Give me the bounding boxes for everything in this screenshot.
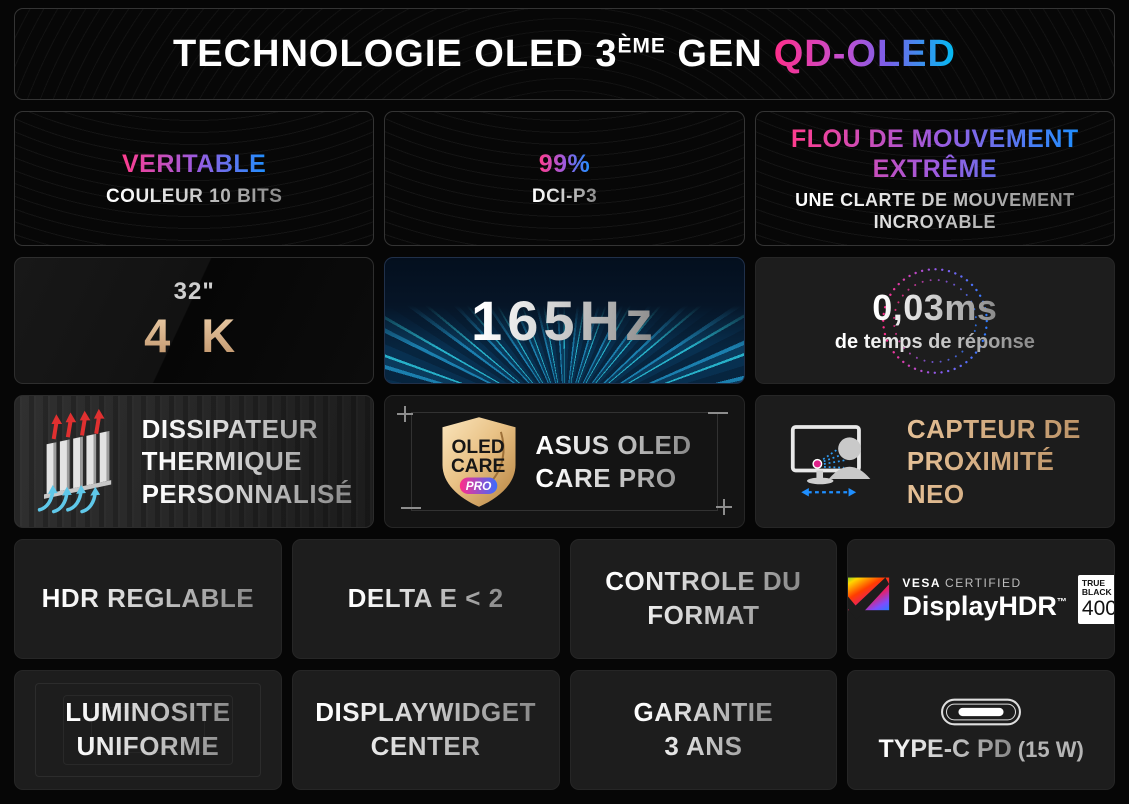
title-superscript: ÈME bbox=[617, 33, 666, 57]
tile-10bit-title: VERITABLE bbox=[122, 149, 267, 178]
viewfinder-frame bbox=[411, 412, 718, 511]
label-line: CARE PRO bbox=[535, 462, 691, 495]
label-line: CAPTEUR DE bbox=[906, 413, 1081, 444]
oled-care-label: ASUS OLED CARE PRO bbox=[535, 429, 691, 494]
trademark-symbol: ™ bbox=[1056, 597, 1067, 608]
label-line: ASUS OLED bbox=[535, 430, 692, 460]
plus-mark-icon bbox=[397, 406, 414, 422]
vesa-word: VESA bbox=[902, 576, 942, 590]
plus-mark-icon bbox=[715, 499, 732, 515]
true-black-400-badge: TRUE BLACK 400 bbox=[1077, 574, 1115, 624]
response-time-label: de temps de réponse bbox=[834, 331, 1035, 353]
type-c-text: TYPE-C PD bbox=[878, 734, 1012, 763]
tile-dci-p3-label: DCI-P3 bbox=[531, 186, 598, 208]
displayhdr-text: VESA CERTIFIED DisplayHDR™ bbox=[902, 576, 1067, 622]
title-prefix: TECHNOLOGIE OLED 3 bbox=[173, 32, 618, 75]
label-line: FLOU DE MOUVEMENT bbox=[790, 124, 1079, 153]
tile-displaywidget-center: DISPLAYWIDGET CENTER bbox=[291, 670, 560, 790]
true-black-label: TRUE BLACK bbox=[1081, 577, 1112, 597]
label-line: PROXIMITÉ bbox=[907, 445, 1081, 478]
label-line: CENTER bbox=[315, 730, 536, 764]
nested-rect-decoration bbox=[63, 695, 233, 765]
displayhdr-logo: VESA CERTIFIED DisplayHDR™ TRUE BLACK 400 bbox=[848, 574, 1115, 624]
screen-size: 32" bbox=[173, 278, 215, 305]
proximity-label: CAPTEUR DE PROXIMITÉ NEO bbox=[907, 413, 1081, 511]
label-line: GARANTIE bbox=[633, 696, 773, 730]
tile-hdr: HDR REGLABLE bbox=[14, 539, 282, 659]
tile-resolution: 32" 4 K bbox=[14, 257, 375, 384]
label-line: 3 ANS bbox=[633, 730, 773, 764]
tile-10bit-subtitle: COULEUR 10 BITS bbox=[105, 186, 283, 208]
tile-type-c: TYPE-C PD (15 W) bbox=[847, 670, 1115, 790]
label-line: NEO bbox=[907, 478, 1081, 511]
label-line: DISSIPATEUR bbox=[142, 413, 353, 446]
tile-motion-subtitle: UNE CLARTE DE MOUVEMENT INCROYABLE bbox=[795, 190, 1075, 234]
label-line: CONTROLE DU bbox=[605, 565, 801, 599]
tile-uniform-brightness: LUMINOSITE UNIFORME bbox=[14, 670, 282, 790]
dash-mark-icon bbox=[401, 507, 422, 509]
label-line: THERMIQUE bbox=[142, 445, 353, 478]
refresh-rate-value: 165Hz bbox=[471, 289, 658, 352]
tile-dci-p3-value: 99% bbox=[538, 149, 591, 178]
tile-aspect-control: CONTROLE DU FORMAT bbox=[569, 539, 838, 659]
title-banner: TECHNOLOGIE OLED 3ÈME GEN QD-OLED bbox=[14, 8, 1115, 100]
label-line: FORMAT bbox=[605, 599, 801, 633]
warranty-label: GARANTIE 3 ANS bbox=[633, 696, 773, 764]
badge-text: CARE bbox=[451, 456, 506, 477]
resolution-4k: 4 K bbox=[144, 309, 245, 362]
page-title: TECHNOLOGIE OLED 3ÈME GEN QD-OLED bbox=[173, 33, 956, 76]
label-line: INCROYABLE bbox=[795, 212, 1075, 234]
displaywidget-label: DISPLAYWIDGET CENTER bbox=[315, 696, 536, 764]
type-c-label: TYPE-C PD (15 W) bbox=[878, 735, 1083, 764]
tile-10bit-color: VERITABLE COULEUR 10 BITS bbox=[14, 111, 375, 246]
displayhdr-name: DisplayHDR bbox=[902, 591, 1057, 621]
tile-response-time: 0,03ms de temps de réponse bbox=[754, 257, 1115, 384]
title-qd-oled: QD-OLED bbox=[773, 32, 956, 75]
vesa-rainbow-check-icon bbox=[848, 577, 890, 620]
dotted-circle-icon bbox=[881, 267, 988, 374]
tile-motion-title: FLOU DE MOUVEMENT EXTRÊME bbox=[791, 124, 1079, 185]
displayhdr-wordmark: DisplayHDR™ bbox=[902, 591, 1067, 622]
proximity-sensor-icon bbox=[790, 424, 871, 497]
vesa-certified-line: VESA CERTIFIED bbox=[902, 576, 1067, 590]
heatsink-airflow-icon bbox=[37, 408, 111, 513]
tile-warranty: GARANTIE 3 ANS bbox=[569, 670, 838, 790]
tile-heatsink: DISSIPATEUR THERMIQUE PERSONNALISÉ bbox=[14, 395, 375, 528]
certified-word: CERTIFIED bbox=[945, 576, 1022, 590]
badge-text: OLED bbox=[452, 436, 505, 457]
tile-dci-p3: 99% DCI-P3 bbox=[384, 111, 745, 246]
delta-e-label: DELTA E < 2 bbox=[348, 582, 504, 616]
nested-rect-decoration bbox=[35, 683, 261, 777]
hdr-label: HDR REGLABLE bbox=[42, 582, 255, 616]
tile-oled-care-pro: OLED CARE PRO ASUS OLED CARE PRO bbox=[384, 395, 745, 528]
tile-proximity-sensor: CAPTEUR DE PROXIMITÉ NEO bbox=[754, 395, 1115, 528]
type-c-wattage: (15 W) bbox=[1017, 736, 1084, 762]
oled-care-pro-shield-icon: OLED CARE PRO bbox=[442, 416, 516, 507]
label-line: UNIFORME bbox=[65, 730, 230, 764]
nested-rect-decoration bbox=[91, 707, 205, 753]
label-line: LUMINOSITE bbox=[65, 696, 230, 730]
usb-c-port-icon bbox=[941, 698, 1022, 725]
heatsink-label: DISSIPATEUR THERMIQUE PERSONNALISÉ bbox=[142, 413, 353, 511]
true-black-level: 400 bbox=[1081, 597, 1115, 621]
tile-displayhdr-cert: VESA CERTIFIED DisplayHDR™ TRUE BLACK 400 bbox=[847, 539, 1115, 659]
tile-refresh-rate: 165Hz bbox=[384, 257, 745, 384]
badge-pro-text: PRO bbox=[466, 478, 492, 492]
title-gen: GEN bbox=[677, 32, 763, 75]
label-line: PERSONNALISÉ bbox=[141, 478, 353, 509]
aspect-control-label: CONTROLE DU FORMAT bbox=[605, 565, 801, 633]
label-line: EXTRÊME bbox=[791, 154, 1079, 185]
label-line: DISPLAYWIDGET bbox=[315, 696, 536, 730]
response-time-value: 0,03ms bbox=[872, 287, 998, 328]
uniform-brightness-label: LUMINOSITE UNIFORME bbox=[65, 696, 230, 764]
dash-mark-icon bbox=[707, 412, 728, 414]
tile-delta-e: DELTA E < 2 bbox=[291, 539, 560, 659]
tile-motion-blur: FLOU DE MOUVEMENT EXTRÊME UNE CLARTE DE … bbox=[754, 111, 1115, 246]
label-line: UNE CLARTE DE MOUVEMENT bbox=[795, 189, 1075, 210]
